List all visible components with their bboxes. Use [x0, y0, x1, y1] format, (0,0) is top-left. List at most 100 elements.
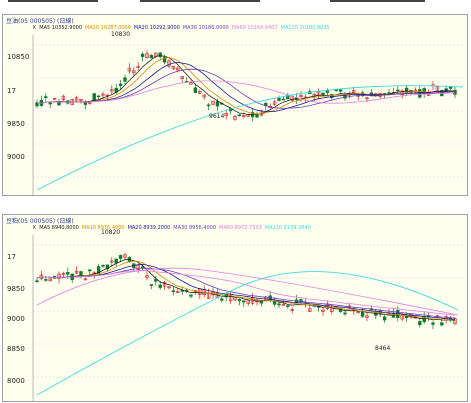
- candle: [118, 80, 123, 91]
- candle: [220, 295, 224, 303]
- scrollbar-segment: [140, 0, 260, 2]
- candle: [224, 109, 228, 120]
- candle: [206, 102, 211, 111]
- legend-item: K: [33, 25, 37, 31]
- candle: [162, 280, 167, 290]
- legend-item: MA30 8956.4000: [173, 225, 217, 231]
- y-axis-label: 10850: [7, 53, 30, 61]
- ma60-line: [36, 267, 459, 316]
- legend-item: MA10 8976.4000: [81, 225, 125, 231]
- candle: [149, 284, 154, 289]
- candle: [171, 65, 176, 70]
- legend-item: MA20 10292.9000: [133, 25, 180, 31]
- candlestick-chart-b[interactable]: [3, 215, 467, 401]
- candle: [101, 264, 105, 268]
- candle: [154, 275, 158, 286]
- candle: [418, 317, 422, 328]
- candle: [167, 285, 171, 290]
- legend-item: MA60 10164.9407: [231, 25, 278, 31]
- ma-line: [36, 260, 456, 321]
- candle: [308, 88, 312, 95]
- candle: [145, 271, 149, 281]
- candle: [61, 94, 66, 103]
- candle: [96, 95, 101, 100]
- legend-item: MA60 8972.7333: [219, 225, 262, 231]
- candle: [158, 51, 162, 61]
- candle: [237, 114, 242, 117]
- candle: [110, 85, 114, 95]
- candle: [145, 50, 149, 59]
- candle: [52, 98, 57, 100]
- candle: [198, 287, 202, 299]
- chart-title: 豆油(05 000505) (日線): [6, 18, 74, 25]
- candle: [294, 294, 299, 304]
- candle: [321, 308, 325, 316]
- window-top-edge: [0, 0, 471, 6]
- candle: [44, 93, 48, 102]
- candle: [404, 85, 409, 96]
- candle: [259, 300, 264, 307]
- ma120-line: [36, 271, 459, 396]
- candle: [189, 80, 193, 85]
- low-price-marker: 9614: [209, 113, 225, 120]
- candle: [118, 254, 123, 263]
- candle: [167, 59, 171, 69]
- y-axis-label: 8850: [7, 345, 25, 353]
- candle: [114, 258, 118, 267]
- candle: [272, 99, 277, 106]
- candle: [453, 317, 457, 325]
- y-axis-label: 17: [7, 253, 16, 261]
- y-axis-label: 9850: [7, 285, 25, 293]
- candle: [242, 300, 246, 307]
- ma-legend: K MA5 8940.8000 MA10 8976.4000 MA20 8939.20…: [33, 225, 314, 231]
- y-axis-label: 17: [7, 87, 16, 95]
- ma-line: [36, 263, 456, 320]
- candle: [343, 91, 347, 101]
- candle: [316, 88, 321, 100]
- candle: [180, 75, 184, 83]
- candle: [211, 100, 215, 106]
- chart-panel-soybean-oil[interactable]: 豆油(05 000505) (日線) K MA5 10352.9000 MA10 1…: [2, 14, 468, 196]
- candle: [233, 114, 237, 122]
- candle: [149, 53, 154, 59]
- high-price-marker: 10820: [101, 229, 121, 236]
- candle: [338, 89, 343, 94]
- candle: [123, 74, 127, 86]
- candle: [431, 321, 435, 330]
- candle: [202, 93, 206, 101]
- ma-line: [36, 68, 455, 109]
- candle: [281, 96, 286, 101]
- candle: [246, 300, 250, 306]
- candle: [110, 257, 114, 267]
- candle: [290, 307, 294, 314]
- ma-line: [36, 80, 455, 104]
- candle: [154, 52, 158, 59]
- candle: [61, 271, 66, 278]
- candle: [123, 252, 127, 261]
- candle: [369, 305, 374, 311]
- candle: [92, 93, 96, 101]
- legend-item: MA5 10352.9000: [39, 25, 83, 31]
- ma-line: [36, 270, 456, 316]
- candle: [105, 264, 110, 272]
- candle: [189, 294, 193, 299]
- candle: [35, 99, 39, 109]
- candle: [48, 101, 52, 109]
- candle: [83, 277, 88, 281]
- candle: [198, 89, 202, 95]
- candles: [35, 50, 457, 122]
- ma-line: [36, 57, 456, 115]
- candle: [286, 305, 290, 309]
- chart-panel-soybean-meal[interactable]: 豆粕(05 000505) (日線) K MA5 8940.8000 MA10 89…: [2, 214, 468, 402]
- candlestick-chart-a[interactable]: [3, 15, 467, 195]
- candle: [413, 87, 418, 94]
- legend-item: MA120 10180.8835: [280, 25, 330, 31]
- candle: [325, 88, 330, 96]
- y-axis-label: 8000: [7, 377, 25, 385]
- candle: [136, 62, 140, 71]
- candle: [264, 295, 268, 301]
- grid: [32, 235, 465, 401]
- candle: [404, 312, 409, 322]
- y-axis-label: 9000: [7, 315, 25, 323]
- y-axis-label: 9850: [7, 120, 25, 128]
